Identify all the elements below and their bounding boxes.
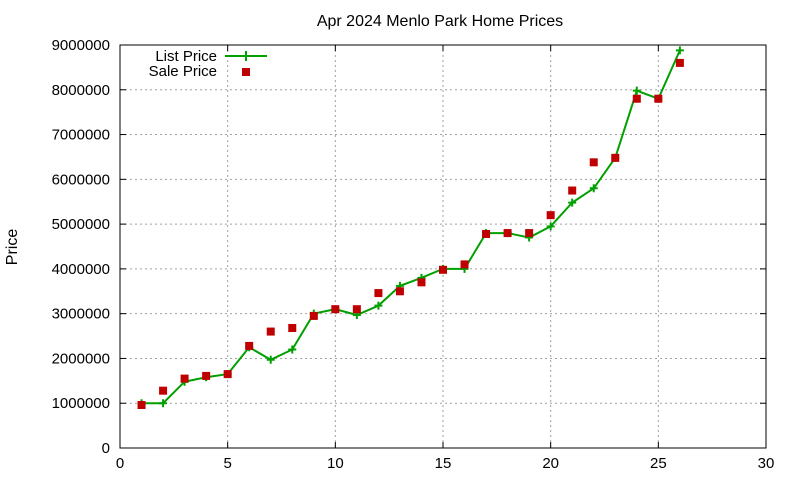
sale-price-point [568, 186, 577, 195]
sale-price-point [202, 371, 211, 380]
x-tick-label: 15 [435, 455, 452, 472]
sale-price-point [654, 94, 663, 103]
series-layer [137, 46, 684, 410]
sale-price-point [309, 311, 318, 320]
sale-price-point [180, 374, 189, 383]
x-tick-label: 0 [116, 455, 124, 472]
sale-price-point [137, 401, 146, 410]
chart-title: Apr 2024 Menlo Park Home Prices [317, 13, 563, 30]
sale-price-point [245, 341, 254, 350]
y-tick-label: 0 [102, 440, 110, 457]
list-price-point [675, 46, 684, 55]
y-tick-label: 9000000 [52, 37, 110, 54]
list-price-point [374, 301, 383, 310]
legend: List Price Sale Price [149, 48, 267, 80]
sale-price-point [546, 211, 555, 220]
sale-price-point [223, 370, 232, 379]
sale-price-point [460, 260, 469, 269]
list-price-point [568, 198, 577, 207]
y-tick-label: 5000000 [52, 216, 110, 233]
sale-price-point [159, 386, 168, 395]
x-tick-label: 5 [223, 455, 231, 472]
y-tick-label: 8000000 [52, 82, 110, 99]
sale-price-point [352, 305, 361, 314]
x-tick-label: 30 [758, 455, 775, 472]
list-price-point [266, 355, 275, 364]
sale-price-point [395, 287, 404, 296]
sale-price-point [589, 158, 598, 167]
x-tick-label: 25 [650, 455, 667, 472]
sale-price-point [439, 265, 447, 274]
grid-lines [120, 45, 766, 448]
y-tick-label: 2000000 [52, 350, 110, 367]
list-price-point [632, 86, 641, 95]
plot-area-frame [119, 44, 767, 449]
y-tick-label: 6000000 [52, 171, 110, 188]
list-price-point [546, 222, 555, 231]
sale-price-point [675, 58, 684, 67]
list-price-point [159, 399, 168, 408]
y-tick-label: 3000000 [52, 306, 110, 323]
sale-price-point [525, 229, 534, 238]
sale-price-point [611, 153, 620, 162]
y-tick-label: 4000000 [52, 261, 110, 278]
axis-ticks: 0 5 10 15 20 25 30 0 1000000 2000000 3000000 400000… [52, 37, 775, 472]
list-price-point [288, 345, 297, 354]
x-tick-label: 20 [542, 455, 559, 472]
sale-price-point [374, 289, 383, 298]
legend-marker-list-price [241, 51, 251, 61]
y-tick-label: 7000000 [52, 127, 110, 144]
sale-price-point [482, 229, 491, 238]
legend-marker-sale-price [242, 68, 250, 76]
sale-price-point [288, 323, 297, 332]
sale-price-point [331, 305, 340, 314]
list-price-line [141, 49, 681, 405]
legend-label-sale-price: Sale Price [149, 63, 217, 80]
y-tick-label: 1000000 [52, 395, 110, 412]
sale-price-point [417, 278, 426, 287]
sale-price-point [632, 94, 641, 103]
sale-price-point [503, 229, 512, 238]
sale-price-point [266, 327, 275, 336]
list-price-point [589, 184, 598, 193]
x-tick-label: 10 [327, 455, 344, 472]
legend-label-list-price: List Price [155, 48, 217, 65]
y-axis-title: Price [4, 229, 21, 266]
